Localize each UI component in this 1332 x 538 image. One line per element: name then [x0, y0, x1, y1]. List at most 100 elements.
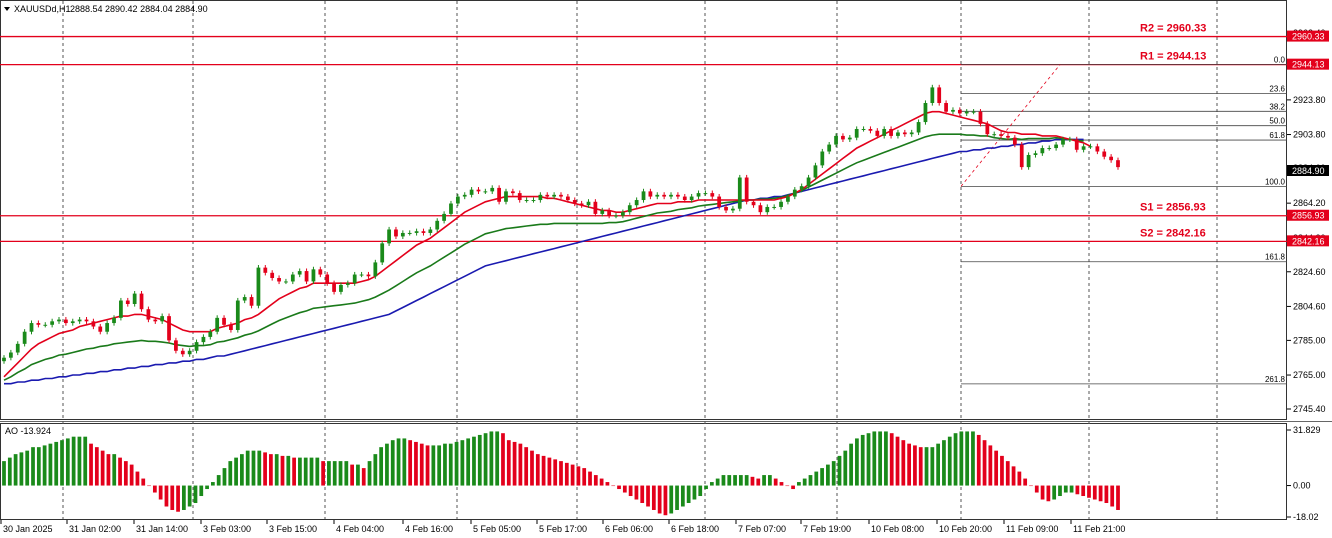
- ao-bar: [48, 443, 53, 486]
- ao-bar: [918, 447, 923, 486]
- ao-bar: [1063, 485, 1068, 493]
- ao-bar: [733, 475, 737, 486]
- ao-bar: [286, 455, 291, 486]
- candle-body: [146, 309, 151, 320]
- ao-bar: [1005, 461, 1010, 486]
- candle-body: [882, 128, 887, 136]
- ao-bar: [315, 457, 320, 486]
- time-tick-label: 31 Jan 14:00: [136, 524, 188, 534]
- ao-bar: [71, 436, 76, 486]
- ao-bar: [489, 431, 494, 486]
- candle-body: [455, 196, 460, 204]
- candle-body: [930, 87, 935, 104]
- ao-bar: [1116, 485, 1120, 510]
- ao-bar: [709, 482, 714, 486]
- ao-bar: [959, 431, 964, 486]
- ao-bar: [692, 485, 697, 500]
- ao-bar: [147, 485, 151, 487]
- candle-body: [435, 220, 440, 230]
- ao-bar: [118, 457, 122, 486]
- time-tick-label: 5 Feb 05:00: [473, 524, 521, 534]
- ao-bar: [953, 433, 958, 486]
- ao-bar: [1034, 485, 1039, 493]
- candle-body: [318, 269, 323, 275]
- candle-body: [132, 293, 137, 304]
- ao-bar: [669, 485, 674, 514]
- ao-bar: [187, 485, 192, 507]
- candle-body: [125, 300, 130, 304]
- ao-bar: [779, 482, 784, 486]
- ao-bar: [843, 450, 848, 486]
- candle-body: [462, 194, 467, 197]
- ao-bar: [750, 476, 755, 486]
- ao-bar: [228, 461, 233, 486]
- candle-body: [813, 165, 818, 178]
- ao-bar: [234, 457, 238, 486]
- symbol-label: XAUUSDd,H1: [14, 4, 71, 14]
- collapse-arrow-icon[interactable]: [4, 7, 10, 11]
- ao-bar: [83, 436, 88, 486]
- ao-bar: [36, 447, 41, 486]
- ao-bar: [965, 431, 970, 486]
- candle-body: [841, 135, 845, 140]
- candle-body: [242, 297, 247, 301]
- candle-body: [277, 278, 281, 282]
- ao-bar: [106, 454, 111, 486]
- ao-bar: [251, 450, 256, 486]
- level-tag-text-r1: 2944.13: [1292, 60, 1325, 70]
- ao-bar: [19, 452, 24, 486]
- candle-body: [834, 135, 838, 145]
- candle-body: [43, 324, 48, 326]
- time-tick-label: 30 Jan 2025: [3, 524, 53, 534]
- time-axis: 30 Jan 2025 31 Jan 02:00 31 Jan 14:00 3 Feb…: [0, 520, 1125, 534]
- ao-bar: [791, 485, 795, 490]
- ao-bar: [472, 436, 476, 486]
- ao-bar: [785, 485, 790, 487]
- candle-body: [710, 193, 715, 197]
- candle-body: [380, 243, 385, 263]
- ao-bar: [1098, 485, 1103, 502]
- ao-bar: [321, 461, 325, 486]
- ao-bar: [553, 459, 558, 486]
- candle-body: [758, 205, 763, 213]
- ao-bar: [721, 475, 726, 486]
- ao-bar: [100, 450, 105, 486]
- fib-label: 161.8: [1265, 253, 1286, 262]
- ma-fast-line: [3, 110, 1091, 378]
- candle-body: [352, 274, 357, 284]
- candle-body: [373, 262, 378, 277]
- ao-bar: [257, 450, 262, 486]
- candle-body: [497, 187, 501, 202]
- ao-bar: [901, 440, 906, 486]
- current-price-tag: [1287, 165, 1329, 176]
- ao-bar: [338, 461, 343, 486]
- ao-bar: [495, 431, 500, 486]
- ao-bar: [976, 434, 981, 486]
- ao-bar: [802, 478, 807, 486]
- ao-bar: [547, 457, 552, 486]
- candle-body: [779, 201, 783, 207]
- ao-bar: [309, 457, 314, 486]
- level-label-s2: S2 = 2842.16: [1140, 227, 1206, 239]
- candle-body: [772, 206, 777, 208]
- candle-body: [483, 191, 488, 193]
- price-tick-label: 2903.80: [1293, 130, 1326, 140]
- candle-body: [504, 191, 508, 202]
- ao-bar: [930, 447, 935, 486]
- candle-body: [751, 201, 756, 206]
- ao-bar: [814, 471, 819, 486]
- ao-bar: [373, 454, 378, 486]
- candle-body: [510, 191, 515, 194]
- ao-bar: [89, 443, 93, 486]
- time-tick-label: 6 Feb 18:00: [671, 524, 719, 534]
- ao-bar: [738, 475, 743, 486]
- candle-body: [167, 316, 171, 341]
- ao-bar: [524, 447, 529, 486]
- candle-body: [957, 109, 962, 114]
- moving-averages: [3, 110, 1091, 385]
- candle-body: [607, 210, 612, 216]
- ao-bar: [1087, 485, 1091, 498]
- awesome-oscillator-bars: [2, 431, 1120, 516]
